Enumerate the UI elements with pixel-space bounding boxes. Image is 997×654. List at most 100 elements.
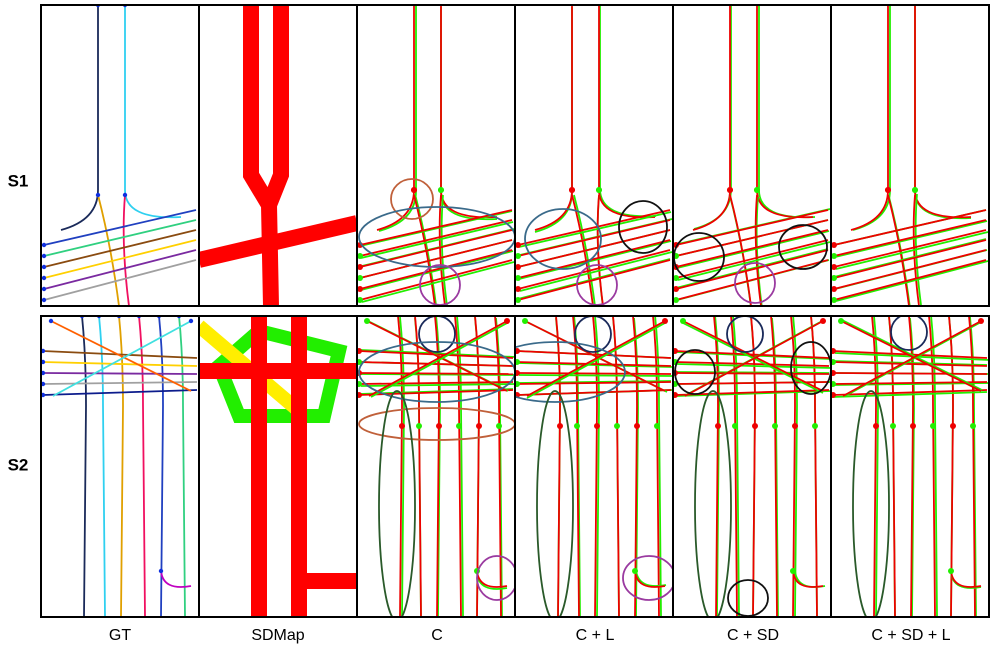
pred-red xyxy=(534,5,573,231)
gt-lane xyxy=(158,316,164,617)
pred-red xyxy=(572,316,580,617)
pred-green xyxy=(792,316,798,617)
pred-red xyxy=(598,5,656,219)
highlight-ellipse xyxy=(674,349,716,395)
highlight-ellipse xyxy=(536,390,574,617)
pred-node xyxy=(476,423,482,429)
pred-green xyxy=(714,316,720,617)
pred-node xyxy=(357,381,362,387)
pred-node xyxy=(574,423,580,429)
highlight-ellipse xyxy=(515,341,626,403)
pred-green xyxy=(844,320,984,397)
pred-green xyxy=(674,371,830,374)
pred-red xyxy=(358,361,514,367)
pred-green xyxy=(599,5,657,218)
pred-green xyxy=(399,316,405,617)
pred-green xyxy=(834,220,988,258)
panel-content xyxy=(199,5,357,306)
highlight-ellipse xyxy=(734,262,776,304)
highlight-ellipse xyxy=(790,341,831,395)
pred-red xyxy=(517,219,671,257)
pred-red xyxy=(675,259,829,301)
pred-green xyxy=(360,250,514,291)
pred-node xyxy=(831,381,836,387)
pred-node xyxy=(515,370,520,376)
pred-node xyxy=(654,423,660,429)
pred-node xyxy=(873,423,879,429)
gt-node xyxy=(41,286,47,292)
pred-node xyxy=(792,423,798,429)
gt-node xyxy=(158,568,164,574)
pred-node xyxy=(831,242,837,248)
pred-green xyxy=(361,261,515,303)
pred-node xyxy=(831,253,837,259)
pred-green xyxy=(594,316,600,617)
pred-node xyxy=(912,187,918,193)
gt-node xyxy=(41,348,46,354)
pred-node xyxy=(399,423,405,429)
gt-lane xyxy=(122,194,130,306)
pred-node xyxy=(515,297,521,303)
pred-red xyxy=(850,5,889,231)
panel-border xyxy=(40,4,200,307)
column-label: GT xyxy=(109,627,131,644)
pred-red xyxy=(517,229,671,268)
gt-lane xyxy=(138,316,146,617)
gt-node xyxy=(41,381,46,387)
pred-node xyxy=(831,264,837,270)
pred-node xyxy=(357,253,363,259)
gt-lane xyxy=(98,316,106,617)
pred-green xyxy=(676,363,831,369)
panel xyxy=(356,315,516,618)
pred-node xyxy=(948,568,954,574)
pred-node xyxy=(515,359,520,365)
pred-node xyxy=(357,392,362,398)
pred-node xyxy=(970,423,976,429)
pred-node xyxy=(831,348,836,354)
gt-lane xyxy=(60,5,99,231)
pred-node xyxy=(411,187,417,193)
pred-red xyxy=(675,229,829,268)
pred-node xyxy=(772,423,778,429)
pred-node xyxy=(820,318,826,324)
gt-node xyxy=(122,192,128,198)
gt-lane xyxy=(160,570,192,588)
pred-red xyxy=(359,249,513,290)
pred-green xyxy=(693,5,732,230)
gt-lane xyxy=(50,320,192,392)
gt-node xyxy=(41,253,47,259)
pred-node xyxy=(673,286,679,292)
pred-red xyxy=(359,259,513,301)
pred-red xyxy=(684,320,824,397)
pred-green xyxy=(654,316,662,617)
pred-green xyxy=(518,240,672,280)
gt-lane xyxy=(42,361,198,367)
panel-content xyxy=(357,316,515,617)
pred-green xyxy=(414,193,437,306)
pred-node xyxy=(515,275,521,281)
pred-green xyxy=(517,362,673,368)
gt-lane xyxy=(43,219,197,257)
pred-red xyxy=(366,320,508,392)
highlight-ellipse xyxy=(618,200,668,254)
column-label: C xyxy=(431,627,443,644)
pred-red xyxy=(792,570,824,588)
highlight-ellipse xyxy=(476,555,515,601)
pred-node xyxy=(357,297,363,303)
pred-node xyxy=(569,187,575,193)
pred-red xyxy=(358,372,514,375)
gt-node xyxy=(41,242,47,248)
pred-red xyxy=(516,381,672,385)
pred-red xyxy=(682,320,824,392)
pred-green xyxy=(835,231,989,270)
pred-node xyxy=(831,392,836,398)
panel-border xyxy=(830,4,990,307)
panel-content xyxy=(673,5,831,306)
pred-red xyxy=(832,361,988,367)
gt-lane xyxy=(52,320,192,397)
pred-node xyxy=(594,423,600,429)
pred-red xyxy=(359,229,513,268)
pred-node xyxy=(885,187,891,193)
pred-node xyxy=(831,370,836,376)
